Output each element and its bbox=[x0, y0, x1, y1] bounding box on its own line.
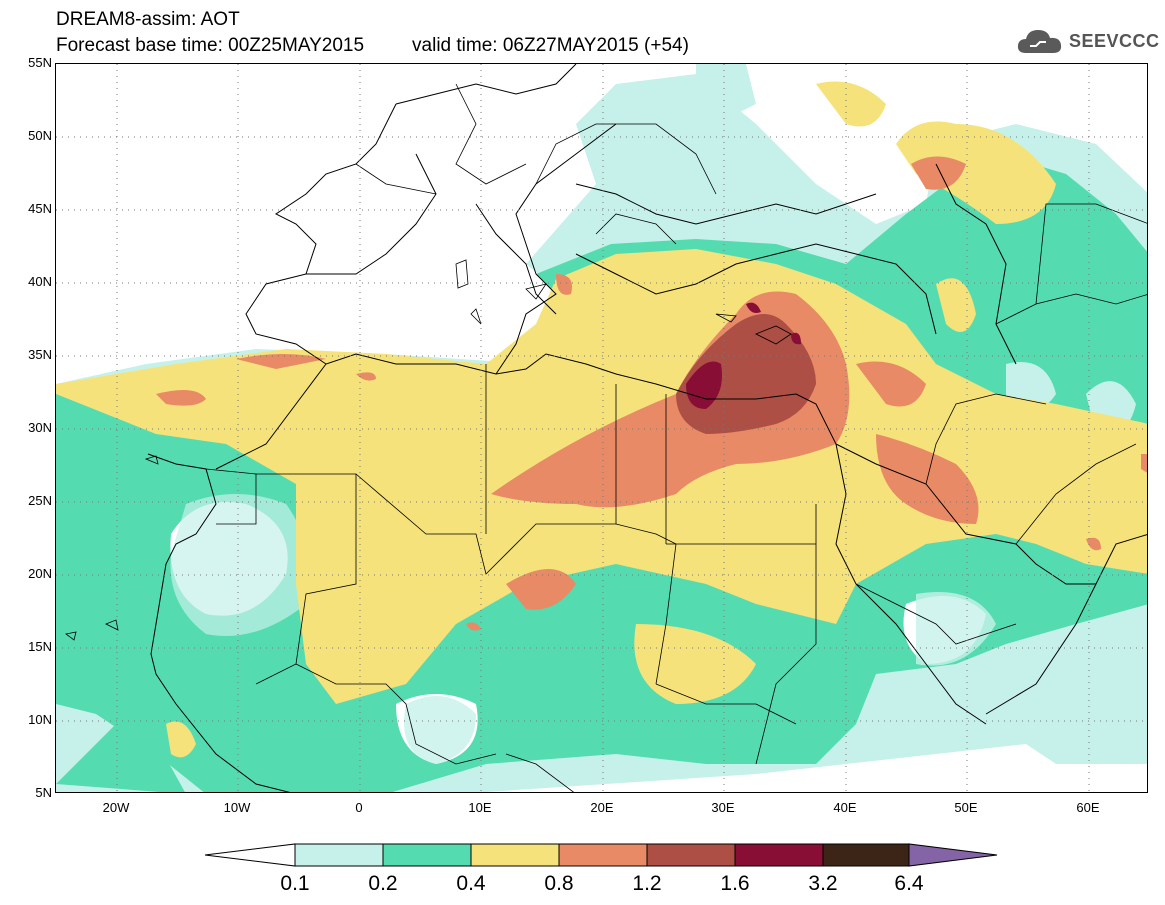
logo-text: SEEVCCC bbox=[1069, 30, 1160, 51]
map-title: DREAM8-assim: AOT bbox=[56, 9, 240, 30]
aot-colorbar bbox=[205, 843, 998, 867]
colorbar-lower-arrow bbox=[205, 843, 296, 867]
colorbar-swatch-0-8 bbox=[558, 843, 648, 867]
lat-label: 30N bbox=[28, 420, 52, 435]
colorbar-swatch-0-2 bbox=[382, 843, 472, 867]
colorbar-upper-arrow bbox=[908, 843, 998, 867]
lon-label: 60E bbox=[1076, 800, 1100, 815]
lon-label: 20E bbox=[590, 800, 614, 815]
colorbar-label: 1.6 bbox=[720, 872, 750, 895]
lat-label: 50N bbox=[28, 128, 52, 143]
colorbar-swatch-1-6 bbox=[734, 843, 824, 867]
colorbar-label: 0.2 bbox=[368, 872, 398, 895]
colorbar-label: 0.4 bbox=[456, 872, 486, 895]
lon-label: 0 bbox=[355, 800, 363, 815]
lat-label: 20N bbox=[28, 566, 52, 581]
lat-label: 5N bbox=[35, 785, 52, 800]
aot-map bbox=[55, 63, 1148, 793]
cloud-icon bbox=[1017, 30, 1062, 53]
colorbar-swatch-0-4 bbox=[470, 843, 560, 867]
lat-label: 25N bbox=[28, 493, 52, 508]
lat-label: 35N bbox=[28, 347, 52, 362]
lon-label: 20W bbox=[102, 800, 130, 815]
lat-label: 45N bbox=[28, 201, 52, 216]
colorbar-label: 1.2 bbox=[632, 872, 662, 895]
colorbar-label: 0.1 bbox=[280, 872, 310, 895]
valid-time: valid time: 06Z27MAY2015 (+54) bbox=[412, 35, 689, 56]
lon-label: 40E bbox=[833, 800, 857, 815]
colorbar-label: 0.8 bbox=[544, 872, 574, 895]
lon-label: 10E bbox=[468, 800, 492, 815]
colorbar-swatch-1-2 bbox=[646, 843, 736, 867]
forecast-times: Forecast base time: 00Z25MAY2015 valid ti… bbox=[56, 36, 689, 56]
colorbar-swatch-0-1 bbox=[294, 843, 384, 867]
lon-label: 30E bbox=[711, 800, 735, 815]
lat-label: 15N bbox=[28, 639, 52, 654]
lon-label: 50E bbox=[954, 800, 978, 815]
seevccc-logo: SEEVCCC bbox=[1016, 26, 1160, 56]
colorbar-label: 3.2 bbox=[808, 872, 838, 895]
islands bbox=[65, 259, 792, 641]
graticule bbox=[56, 64, 1147, 792]
lon-label: 10W bbox=[223, 800, 251, 815]
lat-label: 55N bbox=[28, 55, 52, 70]
aot-light-patches bbox=[170, 362, 1136, 764]
base-time: Forecast base time: 00Z25MAY2015 bbox=[56, 35, 365, 56]
country-borders bbox=[205, 83, 1147, 792]
aot-layer-1-6 bbox=[686, 302, 801, 409]
colorbar-swatch-3-2 bbox=[822, 843, 910, 867]
lat-label: 40N bbox=[28, 274, 52, 289]
lat-label: 10N bbox=[28, 712, 52, 727]
aot-field bbox=[56, 64, 1147, 792]
colorbar-label: 6.4 bbox=[894, 872, 924, 895]
